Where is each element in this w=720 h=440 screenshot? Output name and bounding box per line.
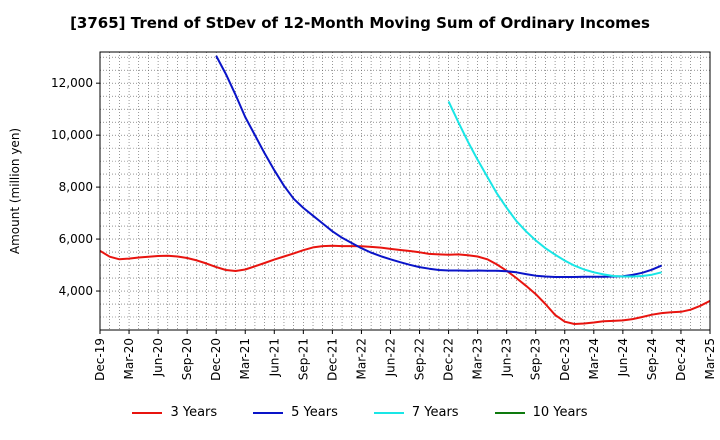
x-tick-label: Dec-24: [674, 338, 688, 381]
plot-frame: [99, 51, 711, 331]
chart-title: [3765] Trend of StDev of 12-Month Moving…: [70, 14, 650, 32]
x-tick-label: Sep-23: [529, 338, 543, 380]
x-tick-label: Dec-19: [93, 338, 107, 381]
x-tick-label: Jun-24: [616, 338, 630, 377]
x-tick-label: Jun-21: [267, 338, 281, 377]
legend: 3 Years 5 Years 7 Years 10 Years: [0, 405, 720, 420]
x-tick-label: Dec-20: [209, 338, 223, 381]
x-tick-label: Dec-21: [325, 338, 339, 381]
legend-item: 3 Years: [132, 405, 217, 420]
legend-item: 10 Years: [494, 405, 588, 420]
legend-swatch: [132, 411, 163, 414]
legend-swatch: [253, 411, 284, 414]
x-tick-label: Mar-20: [122, 338, 136, 379]
legend-item: 5 Years: [253, 405, 338, 420]
x-tick-label: Mar-23: [471, 338, 485, 379]
x-tick-label: Sep-22: [413, 338, 427, 380]
legend-swatch: [373, 411, 404, 414]
legend-label: 5 Years: [291, 405, 338, 420]
y-axis-ticks: 4,000 6,000 8,000 10,000 12,000: [51, 76, 100, 298]
y-tick-label: 12,000: [51, 76, 93, 90]
x-tick-label: Jun-20: [151, 338, 165, 377]
x-tick-label: Dec-23: [558, 338, 572, 381]
x-tick-label: Mar-22: [354, 338, 368, 379]
x-tick-label: Jun-23: [500, 338, 514, 377]
series-line-3-years: [99, 244, 711, 325]
legend-label: 7 Years: [411, 405, 459, 420]
y-tick-label: 10,000: [51, 128, 93, 142]
x-tick-label: Dec-22: [442, 338, 456, 381]
series-lines: [99, 55, 711, 325]
legend-swatch: [494, 411, 525, 414]
y-tick-label: 4,000: [59, 284, 93, 298]
y-axis-label: Amount (million yen): [8, 128, 22, 254]
grid-lines: [100, 52, 710, 330]
x-tick-label: Sep-20: [180, 338, 194, 380]
series-line-5-years: [215, 55, 662, 278]
x-axis-ticks: Dec-19 Mar-20 Jun-20 Sep-20 Dec-20 Mar-21 Jun-…: [93, 330, 717, 381]
x-tick-label: Sep-21: [296, 338, 310, 380]
legend-item: 7 Years: [373, 405, 459, 420]
y-tick-label: 8,000: [59, 180, 93, 194]
x-tick-label: Sep-24: [645, 338, 659, 380]
x-tick-label: Mar-21: [238, 338, 252, 379]
series-line-7-years: [447, 100, 662, 278]
legend-label: 3 Years: [170, 405, 218, 420]
x-tick-label: Jun-22: [383, 338, 397, 377]
y-tick-label: 6,000: [59, 232, 93, 246]
x-tick-label: Mar-24: [587, 338, 601, 379]
legend-label: 10 Years: [532, 405, 588, 420]
x-tick-label: Mar-25: [703, 338, 717, 379]
